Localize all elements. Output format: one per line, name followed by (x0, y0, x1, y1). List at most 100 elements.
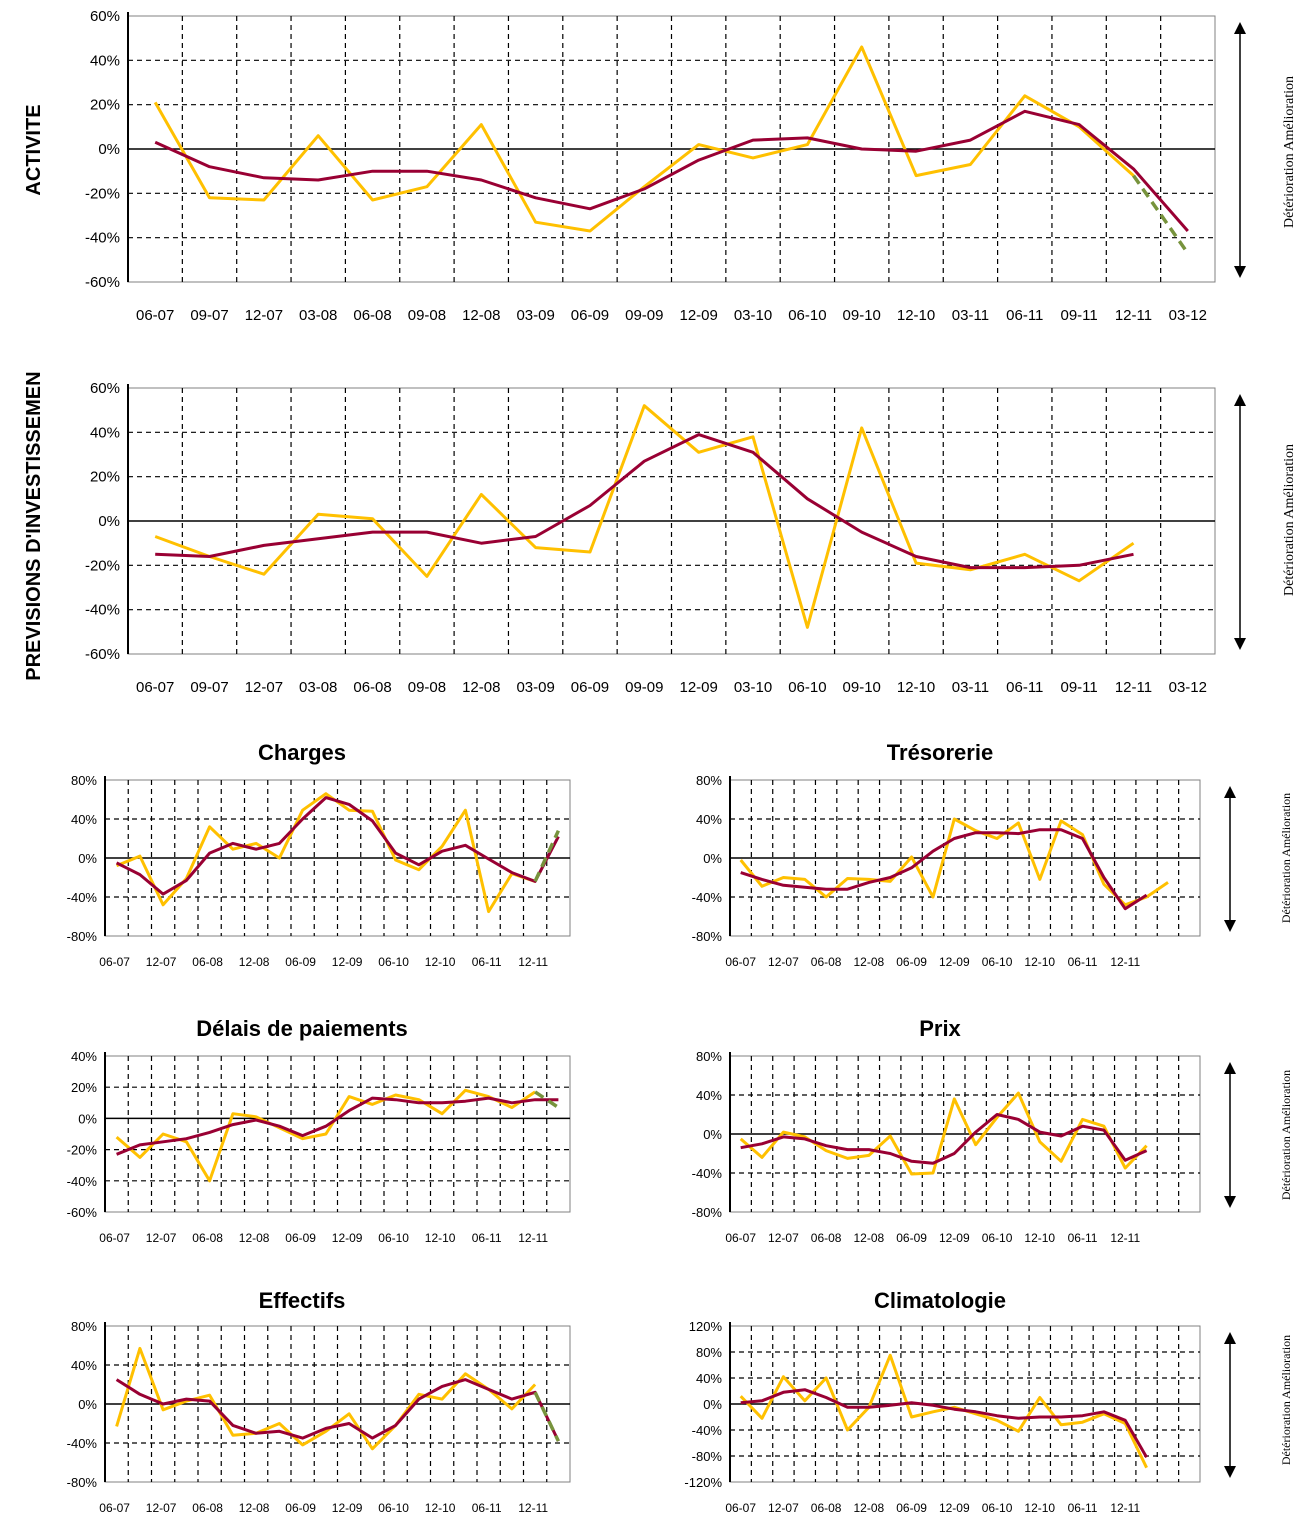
x-tick-label: 12-10 (1024, 1501, 1055, 1515)
x-tick-label: 06-10 (378, 1501, 409, 1515)
y-tick-label: -20% (85, 557, 120, 574)
side-label: Détérioration Amélioration (1282, 76, 1297, 228)
x-tick-label: 06-11 (472, 955, 502, 969)
chart-climatologie-title: Climatologie (874, 1288, 1006, 1313)
x-tick-label: 12-09 (679, 679, 717, 696)
x-tick-label: 12-09 (679, 307, 717, 324)
x-tick-label: 09-10 (843, 307, 881, 324)
double-arrow-icon (1224, 1062, 1236, 1208)
x-tick-label: 03-11 (952, 679, 989, 696)
x-tick-label: 12-09 (332, 1231, 363, 1245)
series-trend (740, 828, 1148, 911)
x-tick-label: 06-07 (99, 1501, 130, 1515)
y-tick-label: -40% (67, 1174, 98, 1189)
x-tick-label: 06-08 (192, 1501, 223, 1515)
x-tick-label: 06-11 (472, 1501, 502, 1515)
y-tick-label: 20% (71, 1080, 97, 1095)
series-forecast (534, 1090, 560, 1109)
x-tick-label: 06-11 (1006, 679, 1043, 696)
x-tick-label: 12-07 (768, 1231, 799, 1245)
series-trend (116, 1096, 559, 1156)
side-label: Détérioration Amélioration (1282, 444, 1297, 596)
y-tick-label: 80% (71, 773, 97, 788)
x-tick-label: 06-07 (136, 679, 174, 696)
chart-climatologie: Climatologie Détérioration Amélioration … (684, 1288, 1293, 1515)
y-tick-label: 40% (71, 812, 97, 827)
chart-effectifs: Effectifs -80% -40% 0% 40% 80% 06-07 12-07 06-0… (67, 1288, 571, 1515)
y-tick-label: 0% (78, 851, 97, 866)
y-tick-label: 80% (696, 773, 722, 788)
series-raw (739, 817, 1169, 907)
series-trend (740, 1113, 1148, 1165)
x-tick-label: 12-08 (462, 307, 500, 324)
x-tick-label: 09-08 (408, 679, 446, 696)
x-tick-label: 12-09 (939, 955, 970, 969)
x-tick-label: 06-07 (136, 307, 174, 324)
x-tick-label: 12-11 (518, 1501, 548, 1515)
y-tick-label: 40% (696, 1371, 722, 1386)
x-tick-label: 06-10 (982, 1501, 1013, 1515)
y-tick-label: 80% (696, 1345, 722, 1360)
x-tick-label: 03-09 (516, 679, 554, 696)
x-tick-label: 06-09 (571, 679, 609, 696)
series-raw (154, 404, 1135, 629)
x-tick-label: 09-10 (843, 679, 881, 696)
side-label: Détérioration Amélioration (1279, 1070, 1293, 1200)
y-tick-label: -40% (67, 1436, 98, 1451)
y-tick-label: -40% (85, 602, 120, 619)
x-tick-label: 06-10 (982, 955, 1013, 969)
series-trend (740, 1388, 1148, 1459)
y-tick-label: -80% (692, 1449, 723, 1464)
x-tick-label: 06-09 (896, 1501, 927, 1515)
x-tick-label: 12-10 (897, 307, 935, 324)
chart-tresorerie: Trésorerie Détérioration Amélioration -8… (692, 740, 1293, 969)
x-tick-label: 12-10 (897, 679, 935, 696)
y-tick-label: -20% (67, 1143, 98, 1158)
y-tick-label: 120% (689, 1319, 723, 1334)
y-tick-label: 40% (71, 1049, 97, 1064)
chart-activite-ylabel: ACTIVITE (23, 104, 45, 195)
y-tick-label: -80% (67, 1475, 98, 1490)
x-tick-label: 06-08 (353, 679, 391, 696)
y-tick-label: -40% (692, 1166, 723, 1181)
x-tick-label: 12-11 (1110, 955, 1140, 969)
x-tick-label: 06-07 (99, 1231, 130, 1245)
y-tick-label: -120% (684, 1475, 722, 1490)
x-tick-label: 12-10 (1024, 1231, 1055, 1245)
x-tick-label: 06-08 (192, 955, 223, 969)
y-tick-label: 0% (703, 1127, 722, 1142)
x-tick-label: 06-08 (811, 955, 842, 969)
side-label: Détérioration Amélioration (1279, 793, 1293, 923)
chart-tresorerie-title: Trésorerie (887, 740, 993, 765)
y-tick-label: 20% (90, 97, 120, 114)
series-trend (115, 796, 560, 896)
x-tick-label: 12-07 (146, 1231, 177, 1245)
y-tick-label: 40% (696, 1088, 722, 1103)
x-tick-label: 03-12 (1169, 679, 1207, 696)
x-tick-label: 09-08 (408, 307, 446, 324)
y-tick-label: -80% (67, 929, 98, 944)
x-tick-label: 06-07 (99, 955, 130, 969)
y-tick-label: 40% (90, 424, 120, 441)
y-tick-label: 40% (90, 52, 120, 69)
x-tick-label: 06-08 (192, 1231, 223, 1245)
x-tick-label: 12-11 (1115, 679, 1152, 696)
series-raw (153, 45, 1135, 233)
x-tick-label: 12-09 (939, 1501, 970, 1515)
x-tick-label: 06-11 (472, 1231, 502, 1245)
y-tick-label: 60% (90, 8, 120, 25)
x-tick-label: 12-07 (245, 307, 283, 324)
x-tick-label: 12-09 (939, 1231, 970, 1245)
y-tick-label: -80% (692, 1205, 723, 1220)
x-tick-label: 06-07 (725, 955, 756, 969)
x-tick-label: 06-09 (896, 955, 927, 969)
x-tick-label: 12-11 (1110, 1501, 1140, 1515)
x-tick-label: 12-08 (854, 1501, 885, 1515)
x-tick-label: 06-09 (285, 1231, 316, 1245)
series-forecast (533, 829, 560, 883)
chart-charges: Charges -80% -40% 0% 40% 80% 06-07 12-07 06-08 1… (67, 740, 571, 969)
series-raw (115, 1346, 537, 1451)
x-tick-label: 06-09 (571, 307, 609, 324)
x-tick-label: 03-08 (299, 679, 337, 696)
y-tick-label: 40% (71, 1358, 97, 1373)
